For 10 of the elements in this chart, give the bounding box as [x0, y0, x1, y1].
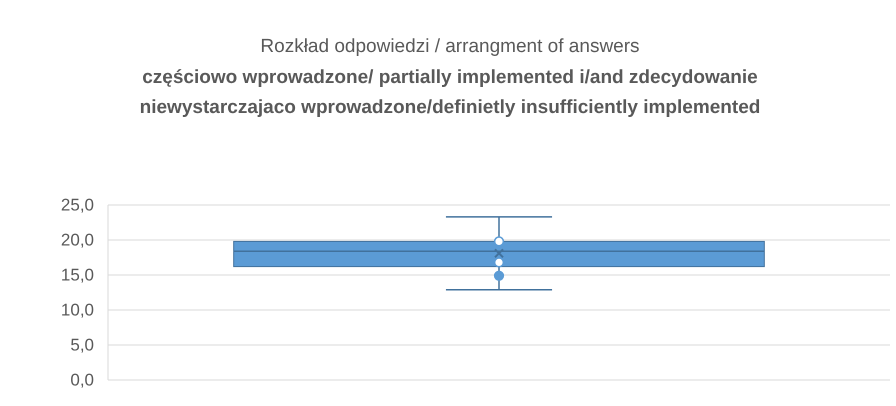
- point: [494, 270, 504, 281]
- y-tick-label: 25,0: [60, 195, 94, 214]
- y-tick-label: 10,0: [60, 300, 94, 320]
- point: [494, 257, 504, 268]
- chart-title: Rozkład odpowiedzi / arrangment of answers: [260, 36, 640, 57]
- y-tick-label: 20,0: [60, 230, 94, 250]
- y-tick-label: 15,0: [60, 265, 94, 284]
- y-tick-label: 5,0: [70, 335, 94, 354]
- chart-subtitle: częściowo wprowadzone/ partially implemented i/and zdecydowanie niewystarczajaco wprowadzone/definietly insufficiently implemented: [140, 67, 760, 118]
- y-tick-label: 0,0: [70, 370, 94, 390]
